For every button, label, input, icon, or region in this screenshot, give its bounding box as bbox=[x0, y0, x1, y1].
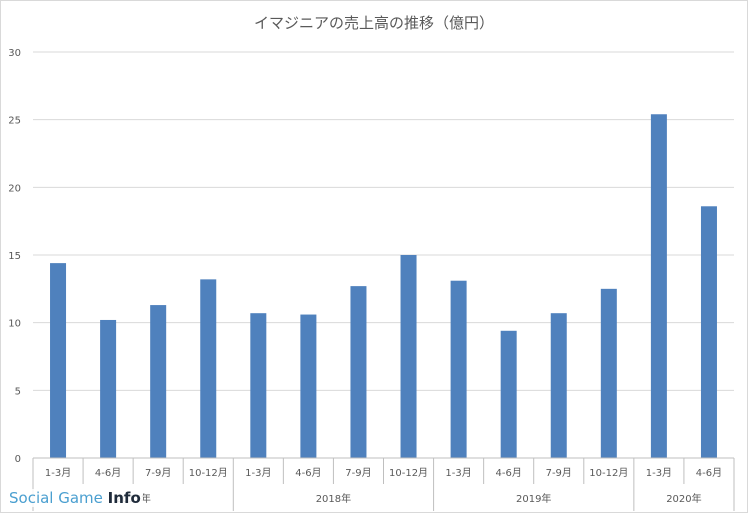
bar bbox=[150, 305, 167, 458]
y-tick-label: 5 bbox=[15, 386, 21, 397]
bar bbox=[300, 314, 317, 458]
x-category-label: 10-12月 bbox=[189, 467, 228, 479]
x-category-label: 4-6月 bbox=[295, 467, 321, 479]
bar bbox=[700, 206, 717, 458]
bar bbox=[350, 286, 367, 458]
x-group-label: 2018年 bbox=[316, 492, 351, 505]
bar bbox=[400, 255, 417, 458]
bar bbox=[450, 280, 467, 458]
x-category-label: 1-3月 bbox=[445, 467, 471, 479]
x-category-label: 7-9月 bbox=[145, 467, 171, 479]
bar bbox=[500, 330, 517, 458]
bar bbox=[650, 114, 667, 459]
x-category-label: 4-6月 bbox=[696, 467, 722, 479]
chart-title: イマジニアの売上高の推移（億円） bbox=[254, 14, 494, 32]
y-tick-label: 20 bbox=[8, 183, 21, 194]
y-tick-label: 25 bbox=[8, 116, 21, 127]
x-category-label: 4-6月 bbox=[95, 467, 121, 479]
bar bbox=[600, 288, 617, 458]
x-category-label: 7-9月 bbox=[345, 467, 371, 479]
bar bbox=[250, 313, 267, 458]
x-category-label: 7-9月 bbox=[546, 467, 572, 479]
bar bbox=[200, 279, 217, 458]
x-category-label: 1-3月 bbox=[646, 467, 672, 479]
bar bbox=[550, 313, 567, 458]
y-tick-label: 30 bbox=[8, 48, 21, 59]
y-tick-label: 15 bbox=[8, 251, 21, 262]
watermark-logo: Social Game Info bbox=[7, 489, 143, 507]
bar bbox=[100, 319, 117, 458]
x-group-label: 2020年 bbox=[666, 492, 701, 505]
x-category-label: 1-3月 bbox=[45, 467, 71, 479]
x-category-label: 1-3月 bbox=[245, 467, 271, 479]
y-tick-label: 10 bbox=[8, 319, 21, 330]
y-tick-label: 0 bbox=[15, 454, 21, 465]
x-category-label: 10-12月 bbox=[389, 467, 428, 479]
bar bbox=[50, 263, 67, 458]
x-category-label: 4-6月 bbox=[496, 467, 522, 479]
x-group-label: 2019年 bbox=[516, 492, 551, 505]
x-category-label: 10-12月 bbox=[589, 467, 628, 479]
